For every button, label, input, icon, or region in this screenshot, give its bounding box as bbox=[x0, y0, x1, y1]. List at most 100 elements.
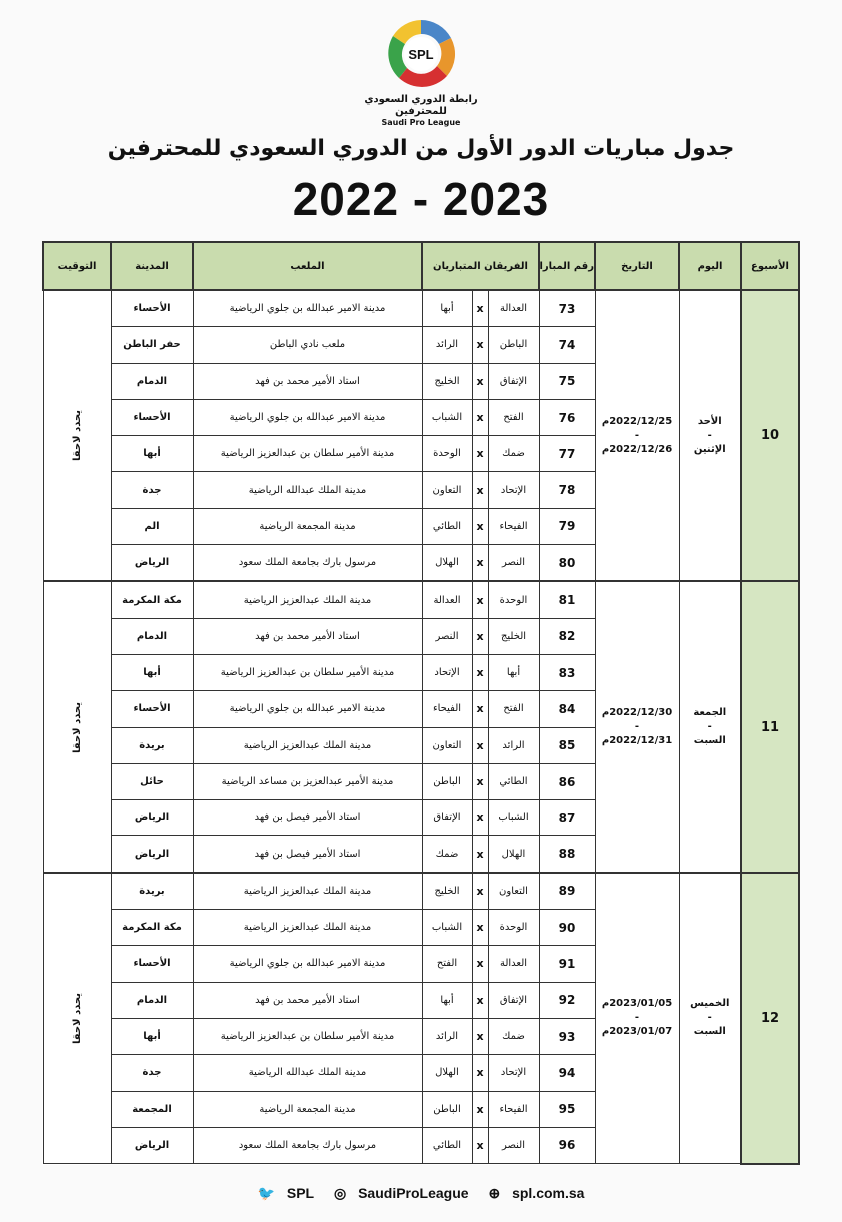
table-row: 12 الخميس - السبت 2023/01/05م -2023/01/07م 89 ا… bbox=[42, 871, 800, 1165]
date-text: 2022/12/26م bbox=[601, 443, 673, 455]
vs-symbol: x bbox=[471, 653, 489, 692]
table-row: 90 الوحدة x الشباب مدينة الملك عبدالعزيز الر… bbox=[43, 909, 799, 947]
vs-symbol: x bbox=[471, 981, 489, 1019]
city: الرياض bbox=[110, 799, 194, 837]
city: مكة المكرمة bbox=[110, 909, 194, 947]
table-header-row: الأسبوع اليوم التاريخ رقم المباراة الفري… bbox=[42, 241, 800, 291]
match-number: 76 bbox=[538, 398, 596, 437]
stadium: مدينة الأمير سلطان بن عبدالعزيز الرياضية bbox=[192, 435, 423, 473]
day-text: الخميس bbox=[690, 998, 730, 1010]
home-team: الفتح bbox=[487, 690, 540, 728]
header-week: الأسبوع bbox=[740, 241, 800, 291]
city: بريدة bbox=[110, 871, 194, 911]
vs-symbol: x bbox=[471, 1090, 489, 1128]
home-team: الإتحاد bbox=[487, 1054, 540, 1092]
stadium: مدينة الأمير عبدالعزيز بن مساعد الرياضية bbox=[192, 762, 423, 801]
table-row: 10 الأحد - الإثنين 2022/12/25م - 2022/12/26م 73… bbox=[42, 288, 800, 583]
home-team: الطائي bbox=[487, 762, 540, 801]
city: الدمام bbox=[110, 617, 194, 655]
away-team: الهلال bbox=[421, 544, 473, 582]
table-row: 85 الرائد x التعاون مدينة الملك عبدالعزيز ال… bbox=[43, 726, 799, 764]
page-title: جدول مباريات الدور الأول من الدوري السعو… bbox=[107, 136, 735, 161]
day-text: - bbox=[707, 721, 712, 733]
header-teams: الفريقان المتباريان bbox=[421, 241, 540, 291]
stadium: مدينة الامير عبدالله بن جلوي الرياضية bbox=[192, 289, 423, 328]
city: الم bbox=[110, 507, 194, 546]
match-number: 86 bbox=[538, 762, 596, 801]
away-team: الفتح bbox=[421, 945, 473, 983]
home-team: الوحدة bbox=[487, 909, 540, 947]
vs-symbol: x bbox=[471, 799, 489, 837]
table-row: 11 الجمعة - السبت 2022/12/30م -2022/12/31م 81 ا… bbox=[42, 580, 800, 874]
home-team: الوحدة bbox=[487, 580, 540, 619]
table-row: 75 الإتفاق x الخليج استاد الأمير محمد بن فهد… bbox=[43, 362, 799, 400]
date-text: 2023/01/07م bbox=[601, 1026, 673, 1038]
city: الدمام bbox=[110, 362, 194, 400]
away-team: العدالة bbox=[421, 580, 473, 619]
home-team: ضمك bbox=[487, 1017, 540, 1056]
table-row: 83 أبها x الإتحاد مدينة الأمير سلطان بن عبدا… bbox=[43, 653, 799, 692]
footer: 🐦 SPL ◎ SaudiProLeague ⊕ spl.com.sa bbox=[0, 1185, 842, 1202]
spl-ball-icon: SPL bbox=[388, 20, 456, 87]
match-number: 73 bbox=[538, 289, 596, 328]
match-number: 79 bbox=[538, 507, 596, 546]
city: الأحساء bbox=[110, 398, 194, 437]
home-team: الإتفاق bbox=[487, 362, 540, 400]
globe-icon: ⊕ bbox=[488, 1185, 501, 1201]
day-text: - bbox=[707, 1012, 712, 1024]
away-team: الإتفاق bbox=[421, 799, 473, 837]
stadium: مرسول بارك بجامعة الملك سعود bbox=[192, 544, 423, 582]
away-team: النصر bbox=[421, 617, 473, 655]
city: حائل bbox=[110, 762, 194, 801]
away-team: الخليج bbox=[421, 362, 473, 400]
website-link[interactable]: ⊕ spl.com.sa bbox=[484, 1185, 588, 1201]
day-text: السبت bbox=[693, 1026, 726, 1038]
vs-symbol: x bbox=[471, 762, 489, 801]
home-team: الإتحاد bbox=[487, 471, 540, 509]
day-text: الأحد bbox=[697, 415, 722, 427]
website-url: spl.com.sa bbox=[512, 1185, 585, 1201]
vs-symbol: x bbox=[471, 580, 489, 619]
twitter-link[interactable]: 🐦 SPL bbox=[254, 1185, 319, 1201]
match-number: 80 bbox=[538, 544, 596, 582]
away-team: الشباب bbox=[421, 398, 473, 437]
away-team: الوحدة bbox=[421, 435, 473, 473]
city: الرياض bbox=[110, 544, 194, 582]
match-number: 78 bbox=[538, 471, 596, 509]
stadium: مدينة الامير عبدالله بن جلوي الرياضية bbox=[192, 945, 423, 983]
city: الرياض bbox=[110, 835, 194, 874]
day-cell: الخميس - السبت bbox=[678, 871, 742, 1165]
vs-symbol: x bbox=[471, 909, 489, 947]
home-team: التعاون bbox=[487, 871, 540, 911]
city: جدة bbox=[110, 1054, 194, 1092]
home-team: الباطن bbox=[487, 326, 540, 364]
stadium: استاد الأمير محمد بن فهد bbox=[192, 362, 423, 400]
stadium: مدينة الامير عبدالله بن جلوي الرياضية bbox=[192, 690, 423, 728]
away-team: أبها bbox=[421, 289, 473, 328]
day-text: - bbox=[707, 429, 712, 441]
table-row: 82 الخليج x النصر استاد الأمير محمد بن فهد ال… bbox=[43, 617, 799, 655]
stadium: استاد الأمير محمد بن فهد bbox=[192, 617, 423, 655]
stadium: مدينة الأمير سلطان بن عبدالعزيز الرياضية bbox=[192, 1017, 423, 1056]
away-team: ضمك bbox=[421, 835, 473, 874]
table-row: 84 الفتح x الفيحاء مدينة الامير عبدالله بن ج… bbox=[43, 690, 799, 728]
vs-symbol: x bbox=[471, 617, 489, 655]
table-row: 96 النصر x الطائي مرسول بارك بجامعة الملك سع… bbox=[43, 1126, 799, 1165]
city: أبها bbox=[110, 435, 194, 473]
stadium: مدينة المجمعة الرياضية bbox=[192, 1090, 423, 1128]
stadium: مدينة الملك عبدالعزيز الرياضية bbox=[192, 909, 423, 947]
day-cell: الجمعة - السبت bbox=[678, 580, 742, 874]
away-team: الطائي bbox=[421, 507, 473, 546]
city: الأحساء bbox=[110, 690, 194, 728]
header-date: التاريخ bbox=[594, 241, 680, 291]
city: حفر الباطن bbox=[110, 326, 194, 364]
home-team: الفيحاء bbox=[487, 507, 540, 546]
date-text: 2022/12/30م bbox=[601, 707, 673, 719]
table-row: 80 النصر x الهلال مرسول بارك بجامعة الملك سع… bbox=[43, 544, 799, 582]
vs-symbol: x bbox=[471, 435, 489, 473]
away-team: الباطن bbox=[421, 1090, 473, 1128]
stadium: مدينة المجمعة الرياضية bbox=[192, 507, 423, 546]
away-team: الطائي bbox=[421, 1126, 473, 1165]
table-row: 91 العدالة x الفتح مدينة الامير عبدالله بن ج… bbox=[43, 945, 799, 983]
instagram-link[interactable]: ◎ SaudiProLeague bbox=[330, 1185, 473, 1201]
